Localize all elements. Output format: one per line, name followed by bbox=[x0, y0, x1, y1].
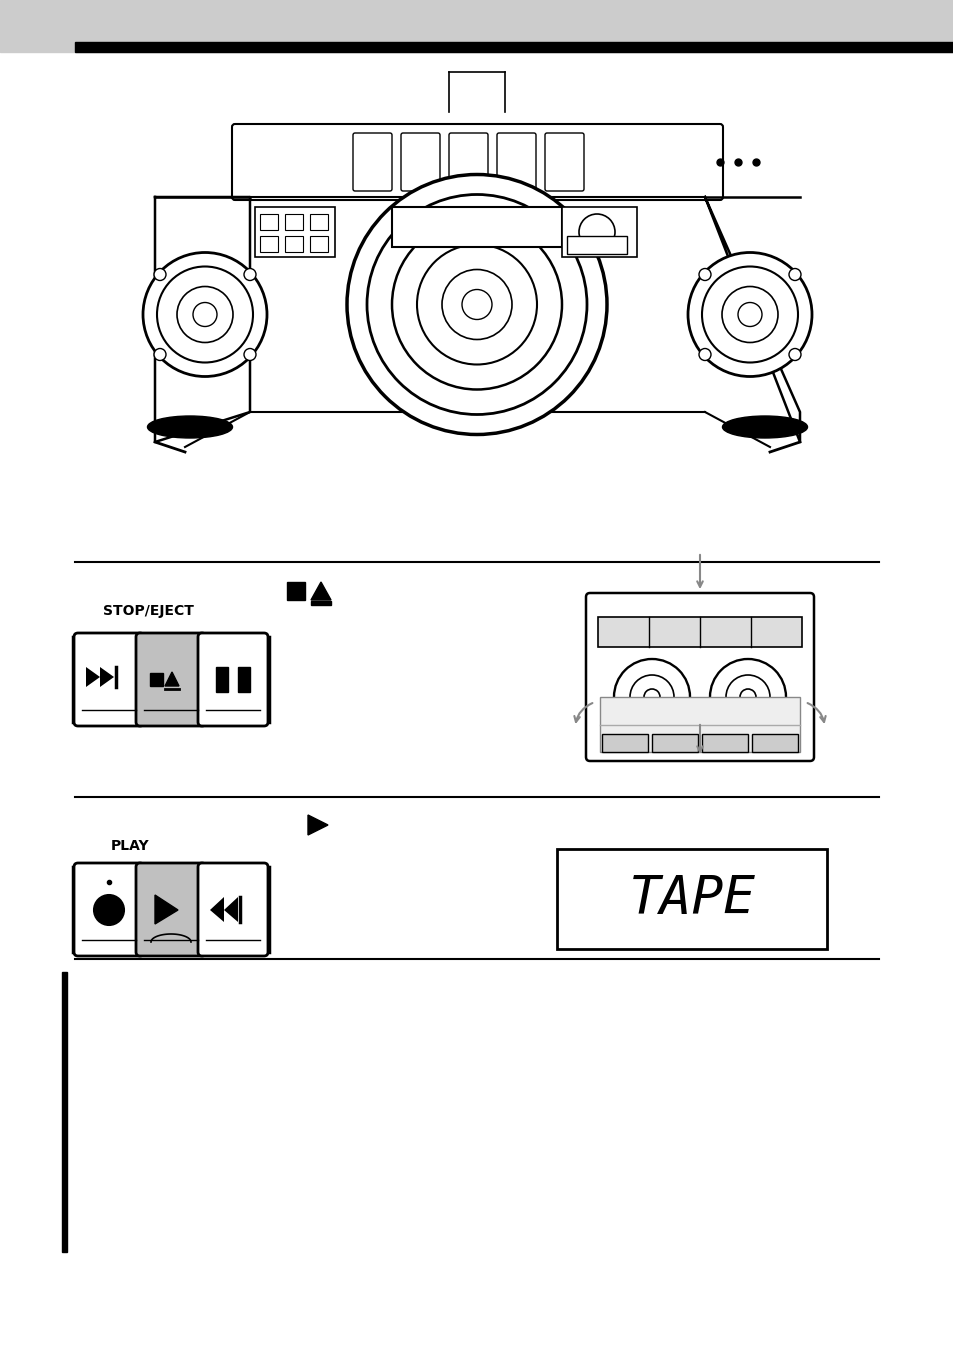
Bar bbox=[598, 617, 801, 648]
Circle shape bbox=[157, 266, 253, 362]
Circle shape bbox=[347, 174, 606, 434]
FancyBboxPatch shape bbox=[198, 633, 268, 726]
Circle shape bbox=[740, 690, 755, 704]
Circle shape bbox=[629, 675, 673, 719]
Circle shape bbox=[701, 266, 797, 362]
Circle shape bbox=[721, 287, 778, 342]
FancyBboxPatch shape bbox=[74, 863, 144, 956]
Bar bbox=[751, 734, 797, 752]
Text: PLAY: PLAY bbox=[111, 840, 150, 853]
Circle shape bbox=[441, 269, 512, 339]
FancyBboxPatch shape bbox=[136, 633, 206, 726]
FancyBboxPatch shape bbox=[232, 124, 722, 200]
FancyBboxPatch shape bbox=[74, 633, 144, 726]
FancyBboxPatch shape bbox=[585, 594, 813, 761]
Bar bbox=[311, 602, 331, 604]
Bar bbox=[254, 207, 335, 257]
Polygon shape bbox=[704, 197, 800, 442]
Ellipse shape bbox=[148, 416, 233, 438]
Bar bbox=[260, 237, 277, 251]
Polygon shape bbox=[165, 672, 179, 685]
Circle shape bbox=[699, 269, 710, 280]
Bar bbox=[310, 214, 328, 230]
Circle shape bbox=[177, 287, 233, 342]
Circle shape bbox=[578, 214, 615, 250]
Circle shape bbox=[699, 349, 710, 361]
Circle shape bbox=[725, 675, 769, 719]
Bar bbox=[561, 207, 637, 257]
Circle shape bbox=[193, 303, 216, 326]
Polygon shape bbox=[308, 815, 328, 836]
Circle shape bbox=[416, 245, 537, 365]
Circle shape bbox=[153, 269, 166, 280]
Bar bbox=[287, 581, 305, 600]
Polygon shape bbox=[154, 895, 178, 923]
Bar bbox=[0, 0, 953, 51]
Bar bbox=[601, 734, 647, 752]
Circle shape bbox=[738, 303, 761, 326]
Bar bbox=[651, 734, 698, 752]
Bar bbox=[215, 667, 228, 692]
Polygon shape bbox=[86, 667, 100, 687]
FancyBboxPatch shape bbox=[400, 132, 439, 191]
Circle shape bbox=[367, 195, 586, 415]
Text: TAPE: TAPE bbox=[628, 873, 755, 925]
Bar bbox=[701, 734, 747, 752]
Polygon shape bbox=[311, 581, 331, 600]
Circle shape bbox=[788, 349, 801, 361]
Bar bbox=[285, 237, 303, 251]
Circle shape bbox=[244, 269, 255, 280]
Circle shape bbox=[709, 658, 785, 735]
Polygon shape bbox=[154, 197, 250, 442]
Polygon shape bbox=[210, 896, 224, 922]
Circle shape bbox=[643, 690, 659, 704]
Circle shape bbox=[143, 253, 267, 376]
Bar bbox=[599, 698, 800, 752]
Bar bbox=[392, 207, 561, 247]
Circle shape bbox=[244, 349, 255, 361]
FancyBboxPatch shape bbox=[136, 863, 206, 956]
Bar bbox=[75, 42, 953, 51]
Circle shape bbox=[614, 658, 689, 735]
Bar bbox=[557, 849, 826, 949]
Circle shape bbox=[392, 219, 561, 389]
Ellipse shape bbox=[721, 416, 806, 438]
FancyBboxPatch shape bbox=[544, 132, 583, 191]
Bar bbox=[62, 972, 67, 1252]
Bar bbox=[150, 673, 163, 685]
Bar bbox=[260, 214, 277, 230]
Polygon shape bbox=[224, 896, 237, 922]
FancyBboxPatch shape bbox=[449, 132, 488, 191]
FancyBboxPatch shape bbox=[497, 132, 536, 191]
Polygon shape bbox=[100, 667, 113, 687]
Circle shape bbox=[94, 895, 124, 925]
Bar bbox=[237, 667, 250, 692]
Circle shape bbox=[788, 269, 801, 280]
Polygon shape bbox=[250, 197, 704, 412]
Bar bbox=[310, 237, 328, 251]
Text: STOP/EJECT: STOP/EJECT bbox=[103, 604, 193, 618]
Bar bbox=[285, 214, 303, 230]
FancyBboxPatch shape bbox=[198, 863, 268, 956]
Bar bbox=[566, 237, 626, 254]
Circle shape bbox=[461, 289, 492, 319]
FancyBboxPatch shape bbox=[353, 132, 392, 191]
Circle shape bbox=[153, 349, 166, 361]
Circle shape bbox=[687, 253, 811, 376]
